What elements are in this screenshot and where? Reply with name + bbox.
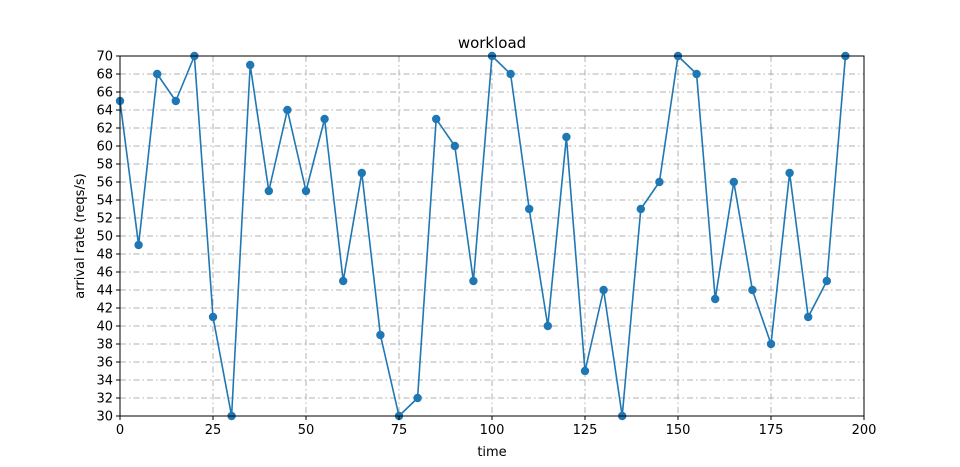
data-point — [283, 105, 292, 115]
grid-lines — [120, 56, 864, 416]
y-tick-label: 50 — [96, 230, 113, 245]
x-tick-label: 175 — [759, 423, 784, 438]
y-tick-label: 40 — [96, 320, 113, 335]
x-tick-label: 0 — [116, 423, 124, 438]
data-point — [785, 168, 794, 178]
data-point — [636, 204, 645, 214]
data-point — [599, 285, 608, 295]
data-point — [766, 339, 776, 349]
x-tick-label: 200 — [852, 423, 877, 438]
data-point — [729, 177, 738, 187]
data-point — [134, 240, 143, 250]
x-tick-label: 25 — [205, 423, 222, 438]
data-point — [376, 330, 385, 340]
y-tick-label: 70 — [96, 50, 113, 65]
data-point — [822, 276, 831, 286]
y-tick-label: 60 — [96, 140, 113, 155]
data-point — [711, 294, 720, 304]
data-point — [804, 312, 813, 322]
data-point — [339, 276, 348, 286]
x-tick-label: 50 — [298, 423, 315, 438]
y-axis-ticks: 30 32 34 36 38 40 42 44 46 48 50 52 54 56 58 60 62 64 66 68… — [96, 50, 120, 425]
series-line — [119, 55, 847, 417]
data-point — [562, 132, 571, 142]
data-point — [525, 204, 534, 214]
data-point — [432, 114, 441, 124]
y-tick-label: 68 — [96, 68, 113, 83]
y-tick-label: 64 — [96, 104, 113, 119]
x-tick-label: 75 — [391, 423, 408, 438]
y-tick-label: 44 — [96, 284, 113, 299]
chart-title: workload — [458, 34, 526, 52]
data-point — [153, 69, 162, 79]
y-tick-label: 52 — [96, 212, 113, 227]
data-point — [748, 285, 757, 295]
data-point — [692, 69, 701, 79]
x-axis-ticks: 0 25 50 75 100 125 150 175 200 — [116, 416, 877, 438]
data-point — [580, 366, 590, 376]
x-tick-label: 125 — [573, 423, 598, 438]
x-tick-label: 100 — [480, 423, 505, 438]
y-tick-label: 38 — [96, 338, 113, 353]
data-point — [208, 312, 218, 322]
y-tick-label: 36 — [96, 356, 113, 371]
y-tick-label: 54 — [96, 194, 113, 209]
y-tick-label: 62 — [96, 122, 113, 137]
data-point — [413, 393, 422, 403]
data-point — [264, 186, 273, 196]
y-tick-label: 58 — [96, 158, 113, 173]
y-tick-label: 30 — [96, 410, 113, 425]
y-tick-label: 34 — [96, 374, 113, 389]
y-tick-label: 46 — [96, 266, 113, 281]
data-point — [320, 114, 329, 124]
data-point — [506, 69, 515, 79]
data-point — [171, 96, 180, 106]
x-axis-label: time — [477, 445, 506, 460]
data-point — [246, 60, 255, 70]
y-tick-label: 32 — [96, 392, 113, 407]
y-tick-label: 66 — [96, 86, 113, 101]
y-tick-label: 42 — [96, 302, 113, 317]
data-point — [469, 276, 478, 286]
x-tick-label: 150 — [666, 423, 691, 438]
data-point — [543, 321, 552, 331]
data-point — [655, 177, 664, 187]
y-axis-label: arrival rate (reqs/s) — [73, 173, 88, 298]
series-workload — [115, 51, 850, 421]
y-tick-label: 48 — [96, 248, 113, 263]
data-point — [450, 141, 459, 151]
data-point — [357, 168, 366, 178]
data-point — [301, 186, 311, 196]
y-tick-label: 56 — [96, 176, 113, 191]
